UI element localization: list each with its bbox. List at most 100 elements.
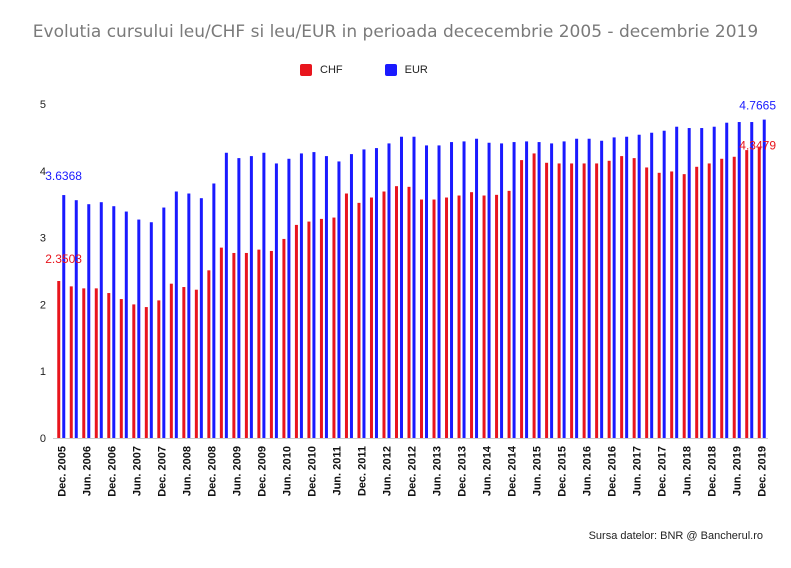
x-tick-label: Jun. 2018 — [682, 446, 694, 496]
bar-chf — [632, 158, 636, 438]
bar-eur — [224, 152, 228, 438]
bar-eur — [237, 158, 241, 438]
data-label-chf: 2.3503 — [45, 252, 82, 266]
bar-eur — [349, 154, 353, 438]
bar-chf — [682, 174, 686, 438]
y-tick-label: 4 — [40, 166, 46, 178]
bar-chf — [144, 307, 148, 438]
bar-eur — [625, 136, 629, 438]
x-tick-label: Dec. 2014 — [507, 445, 519, 497]
bar-eur — [712, 126, 716, 438]
bar-eur — [650, 132, 654, 438]
x-tick-label: Jun. 2017 — [632, 446, 644, 496]
x-tick-label: Jun. 2011 — [331, 446, 343, 496]
x-tick-label: Dec. 2006 — [106, 446, 118, 497]
bar-chf — [507, 190, 511, 438]
bar-chf — [94, 288, 98, 438]
x-tick-label: Jun. 2015 — [532, 446, 544, 496]
bar-chf — [407, 186, 411, 438]
x-tick-label: Dec. 2019 — [757, 446, 769, 497]
bar-chf — [657, 172, 661, 438]
legend-swatch-eur — [384, 64, 397, 76]
bar-chf — [482, 195, 486, 438]
x-tick-label: Jun. 2013 — [432, 446, 444, 496]
bar-eur — [450, 142, 454, 439]
data-label-eur: 4.7665 — [739, 99, 776, 113]
x-tick-label: Dec. 2011 — [356, 446, 368, 496]
x-tick-label: Jun. 2012 — [381, 446, 393, 496]
bar-eur — [274, 163, 278, 438]
bar-chf — [757, 147, 761, 438]
bar-chf — [319, 218, 323, 438]
bar-chf — [244, 252, 248, 438]
y-tick-label: 5 — [40, 99, 46, 111]
bar-chf — [294, 224, 298, 438]
data-label-eur: 3.6368 — [45, 169, 82, 183]
bar-eur — [299, 153, 303, 438]
legend-item-chf[interactable]: CHF — [300, 64, 343, 76]
bar-chf — [107, 293, 111, 438]
bar-chf — [369, 197, 373, 438]
x-tick-label: Jun. 2014 — [482, 445, 494, 496]
bar-chf — [470, 192, 474, 438]
bar-eur — [162, 207, 166, 438]
bar-chf — [307, 221, 311, 438]
legend-item-eur[interactable]: EUR — [384, 64, 428, 76]
bar-chf — [582, 163, 586, 438]
y-tick-label: 1 — [40, 366, 46, 378]
bar-eur — [700, 128, 704, 438]
x-tick-label: Dec. 2012 — [407, 446, 419, 497]
bar-eur — [612, 137, 616, 438]
bar-eur — [312, 152, 316, 438]
bar-chf — [745, 150, 749, 439]
x-tick-label: Dec. 2017 — [657, 446, 669, 497]
bar-eur — [537, 142, 541, 439]
bar-chf — [570, 163, 574, 438]
bar-chf — [595, 163, 599, 438]
bar-eur — [725, 122, 729, 438]
bar-eur — [399, 136, 403, 438]
bar-eur — [249, 156, 253, 438]
bar-chf — [269, 250, 273, 438]
bar-eur — [762, 119, 766, 438]
x-tick-label: Dec. 2010 — [306, 446, 318, 497]
x-tick-label: Jun. 2007 — [131, 446, 143, 496]
bar-chf — [382, 191, 386, 438]
x-tick-label: Jun. 2019 — [732, 446, 744, 496]
source-note: Sursa datelor: BNR @ Bancherul.ro — [588, 530, 763, 542]
bar-chf — [445, 197, 449, 438]
bar-chf — [495, 194, 499, 438]
bar-eur — [124, 211, 128, 438]
bar-chf — [532, 153, 536, 438]
bar-chf — [545, 162, 549, 438]
bar-eur — [149, 222, 153, 438]
x-tick-label: Jun. 2016 — [582, 446, 594, 496]
bar-chf — [420, 199, 424, 438]
bar-chf — [194, 289, 198, 438]
bar-chf — [732, 156, 736, 438]
bar-eur — [575, 138, 579, 438]
bar-eur — [425, 145, 429, 438]
bar-eur — [387, 143, 391, 439]
bar-chf — [232, 252, 236, 438]
bar-chf — [645, 167, 649, 438]
bar-eur — [174, 191, 178, 438]
bar-eur — [87, 204, 91, 438]
x-tick-label: Dec. 2007 — [156, 446, 168, 497]
bar-eur — [487, 142, 491, 438]
bar-eur — [737, 122, 741, 438]
bar-chf — [257, 249, 261, 438]
bar-chf — [69, 286, 73, 438]
bar-eur — [562, 141, 566, 438]
bar-chf — [332, 217, 336, 438]
bar-eur — [99, 202, 103, 438]
x-tick-label: Dec. 2009 — [256, 446, 268, 497]
bar-eur — [374, 148, 378, 438]
bar-eur — [550, 143, 554, 439]
bar-chf — [207, 270, 211, 438]
bar-chf — [132, 304, 136, 438]
bar-eur — [212, 183, 216, 438]
data-label-chf: 4.3479 — [739, 139, 776, 153]
bar-eur — [637, 134, 641, 438]
x-tick-label: Jun. 2008 — [181, 446, 193, 496]
